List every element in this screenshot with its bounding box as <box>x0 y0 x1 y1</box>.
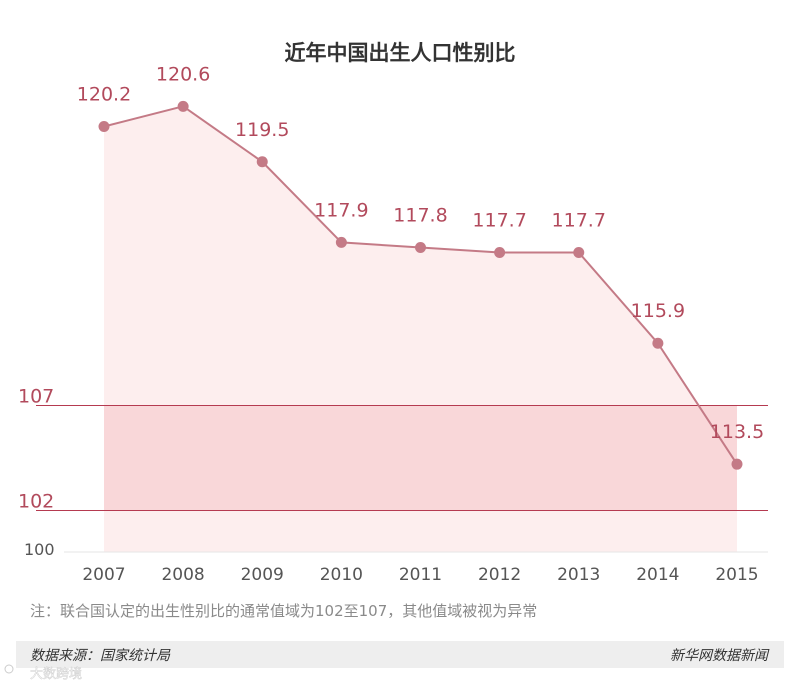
x-tick-2012: 2012 <box>478 565 521 585</box>
watermark-icon <box>4 664 14 674</box>
footer-publisher: 新华网数据新闻 <box>670 648 770 664</box>
data-label-2013: 117.7 <box>552 210 606 232</box>
footer-bar <box>16 641 784 668</box>
data-label-2011: 117.8 <box>393 204 447 226</box>
chart-title: 近年中国出生人口性别比 <box>285 41 516 65</box>
x-tick-2014: 2014 <box>636 565 679 585</box>
data-label-2015: 113.5 <box>710 421 764 443</box>
reference-label-107: 107 <box>18 386 54 408</box>
data-point-2011 <box>415 241 426 253</box>
data-label-2008: 120.6 <box>156 63 210 85</box>
data-point-2008 <box>177 100 189 112</box>
data-label-2009: 119.5 <box>235 119 289 141</box>
x-tick-2008: 2008 <box>161 565 204 585</box>
data-label-2012: 117.7 <box>472 210 526 232</box>
y-base-tick-label: 100 <box>24 540 55 559</box>
x-tick-2015: 2015 <box>715 565 758 585</box>
x-tick-2009: 2009 <box>241 565 284 585</box>
data-markers <box>98 100 743 470</box>
reference-label-102: 102 <box>18 491 54 513</box>
data-point-2014 <box>652 337 664 349</box>
data-point-2013 <box>573 247 585 258</box>
x-tick-2011: 2011 <box>399 565 442 585</box>
x-axis-ticks: 2007 2008 2009 2010 2011 2012 2013 2014 2015 <box>82 565 758 585</box>
data-point-2007 <box>98 121 110 132</box>
data-label-2014: 115.9 <box>631 300 685 322</box>
data-point-2009 <box>256 156 268 168</box>
data-point-2012 <box>494 247 506 258</box>
x-tick-2013: 2013 <box>557 565 600 585</box>
data-point-2010 <box>335 236 347 248</box>
x-tick-2007: 2007 <box>82 565 125 585</box>
data-labels: 120.2 120.6 119.5 117.9 117.8 117.7 117.7 115.9… <box>77 63 764 443</box>
x-tick-2010: 2010 <box>320 565 363 585</box>
data-label-2007: 120.2 <box>77 84 131 106</box>
data-point-2015 <box>731 458 743 470</box>
data-label-2010: 117.9 <box>314 199 368 221</box>
footnote: 注：联合国认定的出生性别比的通常值域为102至107，其他值域被视为异常 <box>30 602 537 620</box>
footer-source: 数据来源：国家统计局 <box>30 648 171 664</box>
watermark-text: 大数跨境 <box>30 667 82 682</box>
normal-range-band <box>104 405 737 511</box>
